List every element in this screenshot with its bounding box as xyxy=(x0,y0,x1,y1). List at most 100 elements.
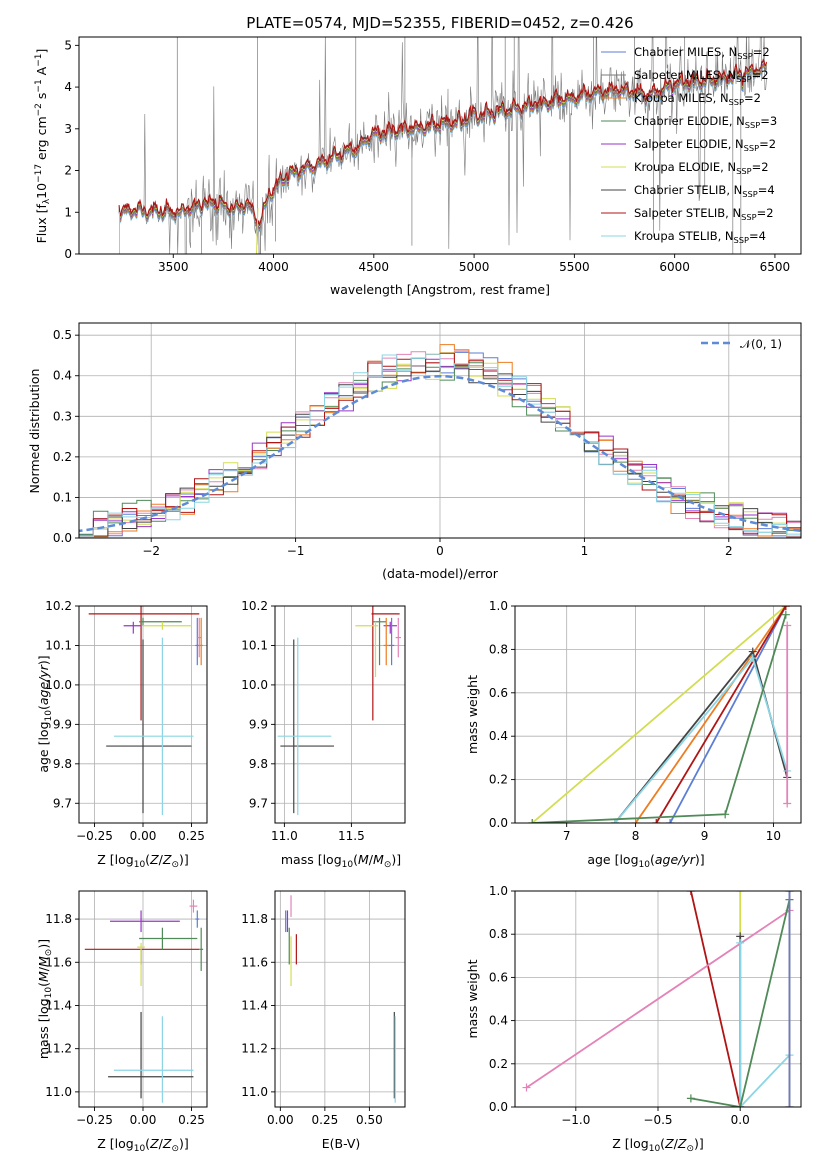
axes-frame: 0.00 0.25 0.50 11.0 11.2 11.4 11.6 11.8 E(B-V) xyxy=(241,890,406,1151)
label-part: age [log xyxy=(36,721,51,772)
axes-frame: −0.25 0.00 0.25 9.7 9.8 9.9 10.0 10.1 10.2 Z [log… xyxy=(36,599,208,870)
label-part: SSP xyxy=(742,189,757,199)
x-tick-label: −0.5 xyxy=(643,1113,672,1127)
y-tick-label: 0.4 xyxy=(489,729,508,743)
label-part: age [log xyxy=(587,852,638,867)
label-part: Chabrier MILES, N xyxy=(634,45,737,59)
legend-item: Kroupa STELIB, NSSP​=4 xyxy=(634,229,766,245)
y-tick-label: 9.8 xyxy=(53,757,72,771)
y-tick-label: 9.8 xyxy=(249,757,268,771)
x-tick-label: 0 xyxy=(436,544,444,558)
label-part: / xyxy=(36,966,51,971)
label-part: Z [log xyxy=(612,1136,648,1151)
y-tick-label: 3 xyxy=(64,122,72,136)
y-tick-label: 10.0 xyxy=(45,678,72,692)
label-part: mass [log xyxy=(36,998,51,1059)
label-part: ⊙ xyxy=(171,860,179,870)
x-tick-label: 0.25 xyxy=(178,829,205,843)
label-part: Kroupa STELIB, N xyxy=(634,229,734,243)
label-part: 10 xyxy=(649,1144,661,1154)
label-part: −17 xyxy=(34,164,44,183)
legend: Chabrier MILES, NSSP​=2 Salpeter MILES, N… xyxy=(601,45,777,245)
y-tick-label: 11.0 xyxy=(241,1085,268,1099)
label-part: =3 xyxy=(760,114,777,128)
label-part: Z [log xyxy=(97,1136,133,1151)
label-part: )] xyxy=(694,1136,704,1151)
label-part: )] xyxy=(695,852,705,867)
x-tick-label: 0.00 xyxy=(267,1113,294,1127)
label-part: age/yr xyxy=(36,664,51,705)
axes-frame: 7 8 9 10 0.0 0.2 0.4 0.6 0.8 1.0 age [log10​(age/y… xyxy=(465,599,802,870)
y-tick-label: 11.2 xyxy=(45,1042,72,1056)
y-tick-label: 9.9 xyxy=(53,717,72,731)
series-marker xyxy=(522,1083,531,1092)
legend-item: Salpeter ELODIE, NSSP​=2 xyxy=(634,137,776,153)
axes-border xyxy=(274,890,406,1108)
plot-area xyxy=(118,37,767,254)
label-part: =2 xyxy=(753,45,770,59)
data-point xyxy=(371,606,400,721)
series-marker xyxy=(666,819,675,823)
label-part: 10 xyxy=(342,860,354,870)
y-axis-label: Normed distribution xyxy=(27,369,42,494)
y-tick-label: 0.0 xyxy=(53,531,72,545)
legend-item: 𝒩(0, 1) xyxy=(740,337,782,351)
label-part: SSP xyxy=(737,51,752,61)
data-point xyxy=(106,639,192,814)
label-part: =4 xyxy=(758,183,775,197)
x-tick-label: 1 xyxy=(581,544,589,558)
y-tick-label: 10.2 xyxy=(45,599,72,613)
series-kroupa_stelib xyxy=(739,942,791,1107)
plot-area xyxy=(79,344,801,538)
label-part: Salpeter STELIB, N xyxy=(634,206,741,220)
y-tick-label: 11.0 xyxy=(45,1085,72,1099)
data-point xyxy=(199,927,204,971)
label-part: SSP xyxy=(741,212,756,222)
data-point xyxy=(195,617,200,666)
x-axis-label: E(B-V) xyxy=(322,1136,361,1151)
label-part: SSP xyxy=(736,166,751,176)
label-part: Z xyxy=(149,852,159,867)
label-part: Salpeter ELODIE, N xyxy=(634,137,744,151)
y-tick-label: 0.8 xyxy=(489,927,508,941)
data-point xyxy=(108,1011,194,1099)
y-tick-label: 0.3 xyxy=(53,409,72,423)
data-point xyxy=(137,942,145,987)
x-tick-label: 0.25 xyxy=(178,1113,205,1127)
series-marker xyxy=(528,819,537,823)
x-tick-label: −0.25 xyxy=(76,829,113,843)
label-part: )] xyxy=(179,852,189,867)
label-part: E(B-V) xyxy=(322,1136,361,1151)
label-part: =2 xyxy=(744,91,761,105)
label-part: / xyxy=(674,1136,679,1151)
y-tick-label: 0 xyxy=(64,247,72,261)
label-part: SSP xyxy=(745,120,760,130)
legend-item: Chabrier MILES, NSSP​=2 xyxy=(634,45,770,61)
data-point xyxy=(113,637,194,816)
y-tick-label: 10.2 xyxy=(241,599,268,613)
series-marker xyxy=(736,891,745,895)
label-part: / xyxy=(369,852,374,867)
series-salpeter_stelib xyxy=(655,606,787,823)
axes-frame: −1.0 −0.5 0.0 0.0 0.2 0.4 0.6 0.8 1.0 Z [log10​(Z… xyxy=(465,884,802,1154)
label-part: Kroupa ELODIE, N xyxy=(634,160,736,174)
y-tick-label: 1 xyxy=(64,205,72,219)
y-tick-label: 9.9 xyxy=(249,717,268,731)
x-tick-label: 8 xyxy=(632,829,640,843)
x-tick-label: 0.50 xyxy=(356,1113,383,1127)
normal-curve xyxy=(79,374,801,533)
x-axis-label: Z [log10​(Z/Z⊙​)] xyxy=(97,852,189,870)
series-marker xyxy=(783,799,792,808)
y-tick-label: 10.1 xyxy=(45,638,72,652)
label-part: ( xyxy=(36,705,51,710)
label-part: Z xyxy=(149,1136,159,1151)
x-tick-label: 0.00 xyxy=(130,1113,157,1127)
label-part: =2 xyxy=(757,206,774,220)
label-part: ] xyxy=(34,49,49,54)
series-kroupa_elodie xyxy=(531,606,787,823)
label-part: =2 xyxy=(752,160,769,174)
label-part: s xyxy=(34,93,49,104)
label-part: 10 xyxy=(639,860,651,870)
y-tick-label: 9.7 xyxy=(249,796,268,810)
